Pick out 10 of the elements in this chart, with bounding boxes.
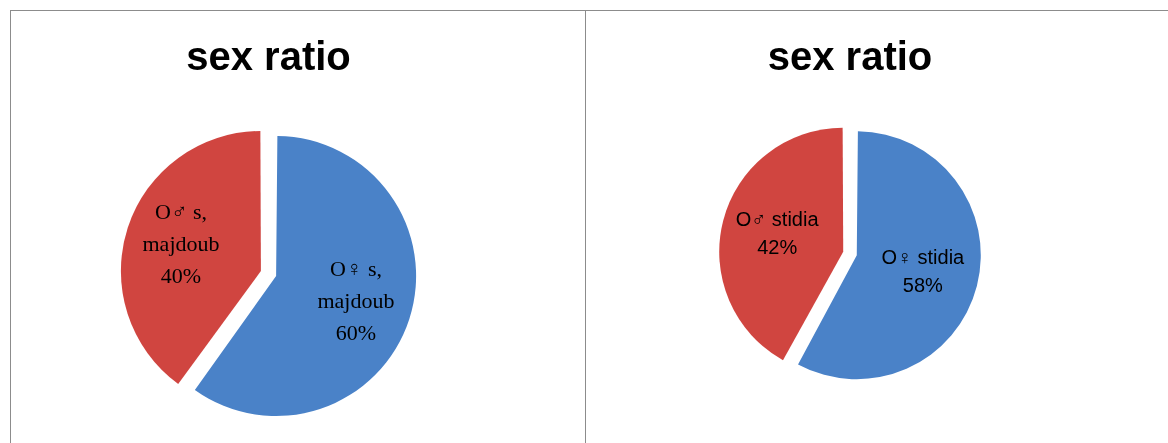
- slice-label: O♀ stidia: [881, 245, 966, 268]
- data-label: 40%: [160, 262, 202, 288]
- data-label: 42%: [757, 236, 798, 259]
- slice-label: O♂ s, majdoub: [142, 198, 220, 256]
- chart-title: sex ratio: [767, 34, 933, 79]
- chart-title: sex ratio: [186, 34, 351, 79]
- slice-label: O♀ s, majdoub: [317, 255, 395, 313]
- data-label: 60%: [335, 319, 377, 345]
- slice-label: O♂ stidia: [735, 208, 820, 231]
- data-label: 58%: [902, 273, 944, 296]
